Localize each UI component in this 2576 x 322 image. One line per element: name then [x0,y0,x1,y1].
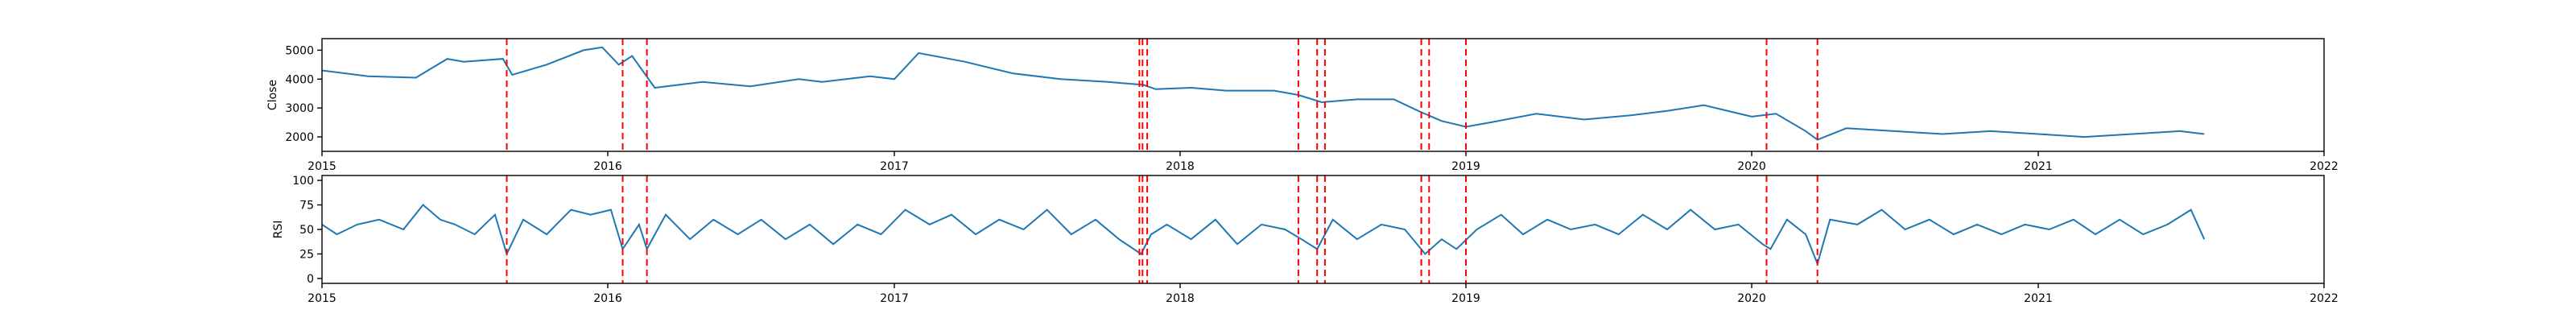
x-tick-label: 2017 [880,292,909,305]
y-tick-label: 5000 [285,44,314,57]
x-tick-label: 2017 [880,160,909,173]
x-tick-label: 2018 [1166,292,1195,305]
x-tick-label: 2019 [1451,160,1480,173]
x-tick-label: 2015 [308,160,336,173]
y-tick-label: 100 [292,175,314,188]
x-tick-label: 2022 [2310,160,2339,173]
y-tick-label: 3000 [285,102,314,115]
x-tick-label: 2021 [2024,292,2053,305]
x-tick-label: 2019 [1451,292,1480,305]
rsi-panel: 2015 2016 2017 2018 2019 2020 2021 2022 0 25 50 75 1… [272,175,2339,305]
x-tick-label: 2018 [1166,160,1195,173]
x-tick-label: 2015 [308,292,336,305]
series-line [321,204,2206,266]
x-tick-label: 2016 [593,160,622,173]
y-tick-label: 0 [307,273,314,286]
y-tick-label: 25 [299,248,314,261]
y-tick-label: 75 [299,200,314,213]
x-tick-label: 2022 [2310,292,2339,305]
x-tick-label: 2021 [2024,160,2053,173]
close-price-panel: 2015 2016 2017 2018 2019 2020 2021 2022 2000 3000… [266,38,2339,173]
y-tick-label: 4000 [285,73,314,86]
y-axis-label: Close [266,80,279,110]
x-tick-label: 2016 [593,292,622,305]
y-tick-label: 50 [299,224,314,237]
x-tick-label: 2020 [1737,292,1766,305]
y-tick-label: 2000 [285,131,314,144]
x-tick-label: 2020 [1737,160,1766,173]
series-line [321,46,2205,141]
y-axis-label: RSI [272,221,285,239]
axes-frame [321,38,2325,152]
